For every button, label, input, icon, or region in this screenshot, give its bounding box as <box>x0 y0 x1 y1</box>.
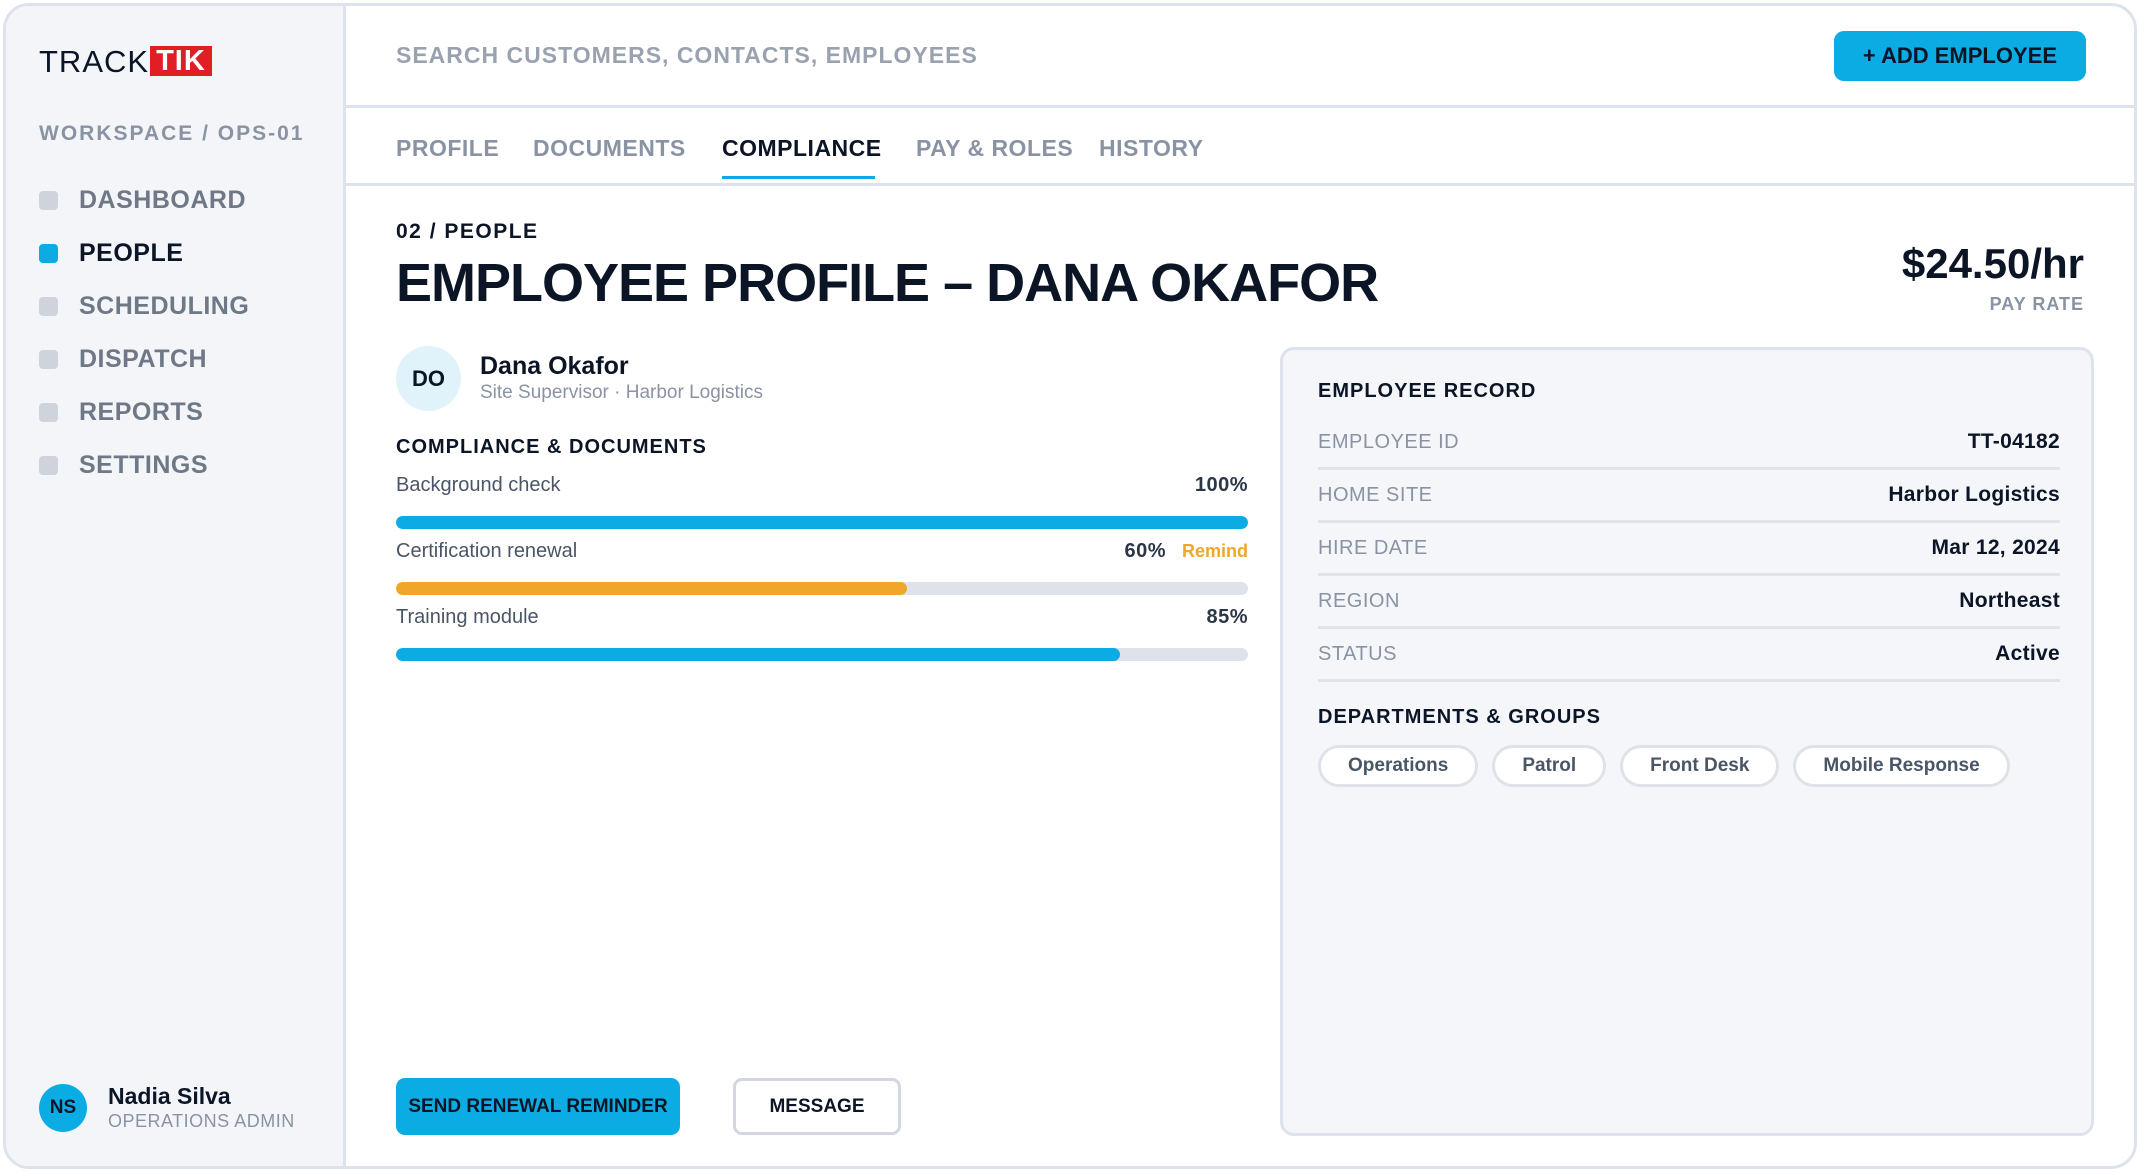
logo-text-track: TRACK <box>39 43 150 79</box>
record-key: HIRE DATE <box>1318 536 1428 559</box>
group-chips: Operations Patrol Front Desk Mobile Resp… <box>1318 745 2024 787</box>
user-avatar: NS <box>39 1084 87 1132</box>
user-name: Nadia Silva <box>108 1083 231 1109</box>
compliance-item-background-check: Background check 100% <box>396 474 1248 529</box>
record-value: Northeast <box>1959 589 2060 612</box>
tab-documents[interactable]: DOCUMENTS <box>533 135 686 161</box>
tab-compliance[interactable]: COMPLIANCE <box>722 135 882 161</box>
progress-meta: 85% <box>1206 606 1248 629</box>
record-value: Mar 12, 2024 <box>1931 536 2060 559</box>
group-chip-patrol[interactable]: Patrol <box>1492 745 1607 787</box>
progress-track <box>396 582 1248 595</box>
nav-square-icon <box>39 297 58 316</box>
message-button[interactable]: MESSAGE <box>733 1078 901 1135</box>
sidebar-item-label: DASHBOARD <box>79 186 246 214</box>
record-value: Harbor Logistics <box>1888 483 2060 506</box>
groups-heading: DEPARTMENTS & GROUPS <box>1318 706 1601 728</box>
record-row-home-site: HOME SITE Harbor Logistics <box>1318 470 2060 523</box>
record-key: REGION <box>1318 589 1400 612</box>
progress-track <box>396 648 1248 661</box>
tab-profile[interactable]: PROFILE <box>396 135 500 161</box>
remind-link[interactable]: Remind <box>1181 541 1248 561</box>
sidebar-item-label: REPORTS <box>79 398 204 426</box>
sidebar-item-dashboard[interactable]: DASHBOARD <box>39 174 249 227</box>
record-row-employee-id: EMPLOYEE ID TT-04182 <box>1318 417 2060 470</box>
nav-square-icon <box>39 350 58 369</box>
progress-fill <box>396 516 1248 529</box>
nav-square-icon <box>39 191 58 210</box>
employee-summary: DO Dana Okafor Site Supervisor · Harbor … <box>396 346 763 411</box>
progress-row: Background check 100% <box>396 474 1248 502</box>
group-chip-front-desk[interactable]: Front Desk <box>1620 745 1780 787</box>
record-value: TT-04182 <box>1967 430 2060 453</box>
search-input[interactable]: SEARCH CUSTOMERS, CONTACTS, EMPLOYEES <box>396 42 978 68</box>
record-value: Active <box>1995 642 2060 665</box>
record-row-hire-date: HIRE DATE Mar 12, 2024 <box>1318 523 2060 576</box>
active-tab-indicator <box>722 176 875 179</box>
user-role: OPERATIONS ADMIN <box>108 1111 295 1131</box>
employee-record-card: EMPLOYEE RECORD EMPLOYEE ID TT-04182 HOME… <box>1280 347 2094 1136</box>
sidebar-item-label: PEOPLE <box>79 239 184 267</box>
app-window: TRACK TIK WORKSPACE / OPS-01 DASHBOARD PE… <box>3 3 2137 1169</box>
top-bar: SEARCH CUSTOMERS, CONTACTS, EMPLOYEES + … <box>346 6 2134 108</box>
record-row-status: STATUS Active <box>1318 629 2060 682</box>
employee-avatar: DO <box>396 346 461 411</box>
employee-info: Dana Okafor Site Supervisor · Harbor Log… <box>480 352 763 406</box>
progress-row: Training module 85% <box>396 606 1248 634</box>
progress-percent: 100% <box>1194 474 1248 496</box>
progress-percent: 85% <box>1206 606 1248 628</box>
sidebar-item-settings[interactable]: SETTINGS <box>39 439 249 492</box>
compliance-item-certification-renewal: Certification renewal 60% Remind <box>396 540 1248 595</box>
compliance-heading: COMPLIANCE & DOCUMENTS <box>396 436 707 458</box>
tracktik-logo[interactable]: TRACK TIK <box>39 44 212 78</box>
progress-percent: 60% <box>1124 540 1166 562</box>
group-chip-mobile-response[interactable]: Mobile Response <box>1793 745 2010 787</box>
nav-square-icon <box>39 403 58 422</box>
compliance-item-training-module: Training module 85% <box>396 606 1248 661</box>
breadcrumb: 02 / PEOPLE <box>396 220 539 243</box>
nav-square-icon <box>39 244 58 263</box>
page-title: EMPLOYEE PROFILE – DANA OKAFOR <box>396 253 1379 313</box>
group-chip-operations[interactable]: Operations <box>1318 745 1479 787</box>
user-info: Nadia Silva OPERATIONS ADMIN <box>108 1083 295 1133</box>
record-key: EMPLOYEE ID <box>1318 430 1460 453</box>
sidebar-item-label: SETTINGS <box>79 451 209 479</box>
add-employee-button[interactable]: + ADD EMPLOYEE <box>1833 31 2086 81</box>
progress-label: Training module <box>396 606 539 628</box>
nav-square-icon <box>39 456 58 475</box>
tab-bar: PROFILE DOCUMENTS COMPLIANCE PAY & ROLES… <box>346 108 2134 186</box>
employee-subtitle: Site Supervisor · Harbor Logistics <box>480 381 763 403</box>
pay-rate-label: PAY RATE <box>1989 294 2084 314</box>
employee-name: Dana Okafor <box>480 351 629 380</box>
progress-meta: 60% Remind <box>1124 540 1248 563</box>
sidebar: TRACK TIK WORKSPACE / OPS-01 DASHBOARD PE… <box>6 6 346 1166</box>
progress-fill <box>396 582 908 595</box>
record-heading: EMPLOYEE RECORD <box>1318 380 1537 402</box>
progress-label: Certification renewal <box>396 540 578 562</box>
send-renewal-reminder-button[interactable]: SEND RENEWAL REMINDER <box>396 1078 680 1135</box>
record-rows: EMPLOYEE ID TT-04182 HOME SITE Harbor Logi… <box>1318 417 2060 682</box>
workspace-label: WORKSPACE / OPS-01 <box>39 122 305 145</box>
progress-label: Background check <box>396 474 561 496</box>
logo-text-tik: TIK <box>150 46 212 76</box>
progress-row: Certification renewal 60% Remind <box>396 540 1248 568</box>
pay-rate-value: $24.50/hr <box>1901 240 2084 287</box>
tab-pay-roles[interactable]: PAY & ROLES <box>916 135 1074 161</box>
sidebar-item-scheduling[interactable]: SCHEDULING <box>39 280 249 333</box>
current-user[interactable]: NS Nadia Silva OPERATIONS ADMIN <box>39 1083 295 1133</box>
sidebar-item-label: SCHEDULING <box>79 292 250 320</box>
sidebar-item-label: DISPATCH <box>79 345 208 373</box>
sidebar-item-people[interactable]: PEOPLE <box>39 227 249 280</box>
record-key: STATUS <box>1318 642 1397 665</box>
sidebar-item-dispatch[interactable]: DISPATCH <box>39 333 249 386</box>
tab-history[interactable]: HISTORY <box>1099 135 1204 161</box>
progress-meta: 100% <box>1195 474 1248 497</box>
sidebar-item-reports[interactable]: REPORTS <box>39 386 249 439</box>
progress-fill <box>396 648 1121 661</box>
sidebar-nav: DASHBOARD PEOPLE SCHEDULING DISPATCH REP… <box>39 174 249 492</box>
record-row-region: REGION Northeast <box>1318 576 2060 629</box>
progress-track <box>396 516 1248 529</box>
record-key: HOME SITE <box>1318 483 1433 506</box>
